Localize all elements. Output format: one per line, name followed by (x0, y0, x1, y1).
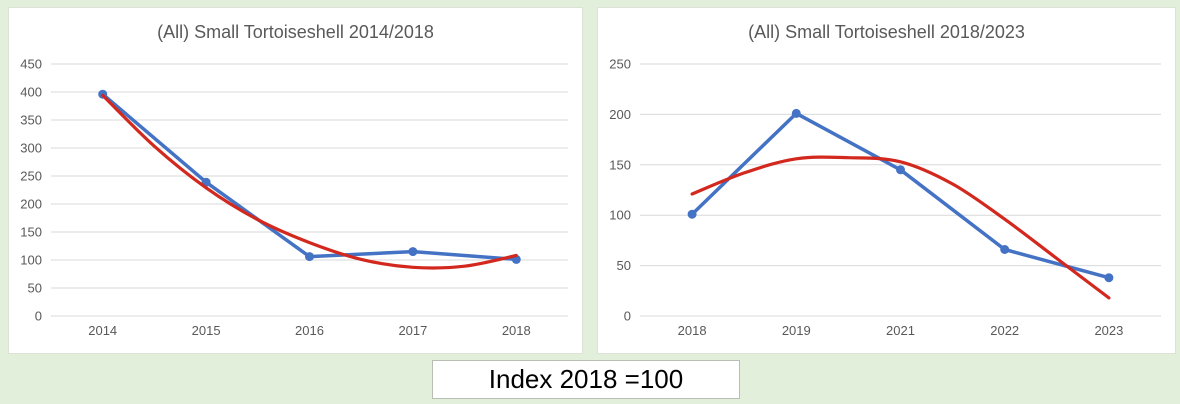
index-value-line (690, 111, 1111, 280)
x-category-label: 2015 (192, 323, 221, 338)
index-value-marker (791, 108, 801, 118)
index-value-line (100, 92, 519, 262)
y-tick-label: 150 (609, 157, 631, 172)
x-category-label: 2014 (88, 323, 117, 338)
y-tick-label: 50 (617, 258, 631, 273)
y-tick-label: 50 (28, 281, 42, 296)
y-tick-label: 250 (20, 169, 42, 184)
y-tick-label: 0 (35, 309, 42, 324)
index-note-label: Index 2018 =100 (488, 364, 684, 394)
chart-title: (All) Small Tortoiseshell 2018/2023 (748, 22, 1025, 42)
y-tick-label: 350 (20, 113, 42, 128)
x-category-label: 2022 (990, 323, 1019, 338)
poly-trendline-line (101, 93, 518, 270)
x-category-label: 2018 (502, 323, 531, 338)
x-category-label: 2016 (295, 323, 324, 338)
y-tick-label: 250 (609, 57, 631, 72)
chart-plot: 0 50 100 150 200 250 2018 2019 2021 2022 2023 (609, 57, 1161, 338)
y-tick-label: 150 (20, 225, 42, 240)
chart-panel-2014-2018: (All) Small Tortoiseshell 2014/2018 0 50 1… (8, 7, 583, 354)
poly-trendline-line (690, 155, 1111, 300)
index-value-marker (896, 165, 905, 175)
y-tick-label: 200 (20, 197, 42, 212)
y-tick-label: 0 (624, 309, 631, 324)
y-tick-label: 400 (20, 85, 42, 100)
x-category-label: 2023 (1094, 323, 1123, 338)
index-value-marker (687, 209, 697, 219)
x-category-label: 2018 (678, 323, 707, 338)
chart-title: (All) Small Tortoiseshell 2014/2018 (157, 22, 434, 42)
index-value-marker (305, 252, 314, 262)
y-tick-label: 100 (609, 208, 631, 223)
index-note: Index 2018 =100 (432, 360, 740, 399)
y-tick-label: 300 (20, 141, 42, 156)
y-tick-label: 200 (609, 107, 631, 122)
chart-panel-2018-2023: (All) Small Tortoiseshell 2018/2023 0 50 1… (597, 7, 1176, 354)
y-tick-label: 100 (20, 253, 42, 268)
x-category-label: 2021 (886, 323, 915, 338)
x-category-label: 2017 (398, 323, 427, 338)
index-value-marker (1000, 245, 1010, 254)
index-value-marker (1104, 273, 1114, 283)
index-value-marker (408, 247, 418, 257)
x-category-label: 2019 (782, 323, 811, 338)
chart-plot: 0 50 100 150 200 250 300 350 400 450 2014 2015 2016 2… (20, 57, 568, 338)
y-tick-label: 450 (20, 57, 42, 72)
